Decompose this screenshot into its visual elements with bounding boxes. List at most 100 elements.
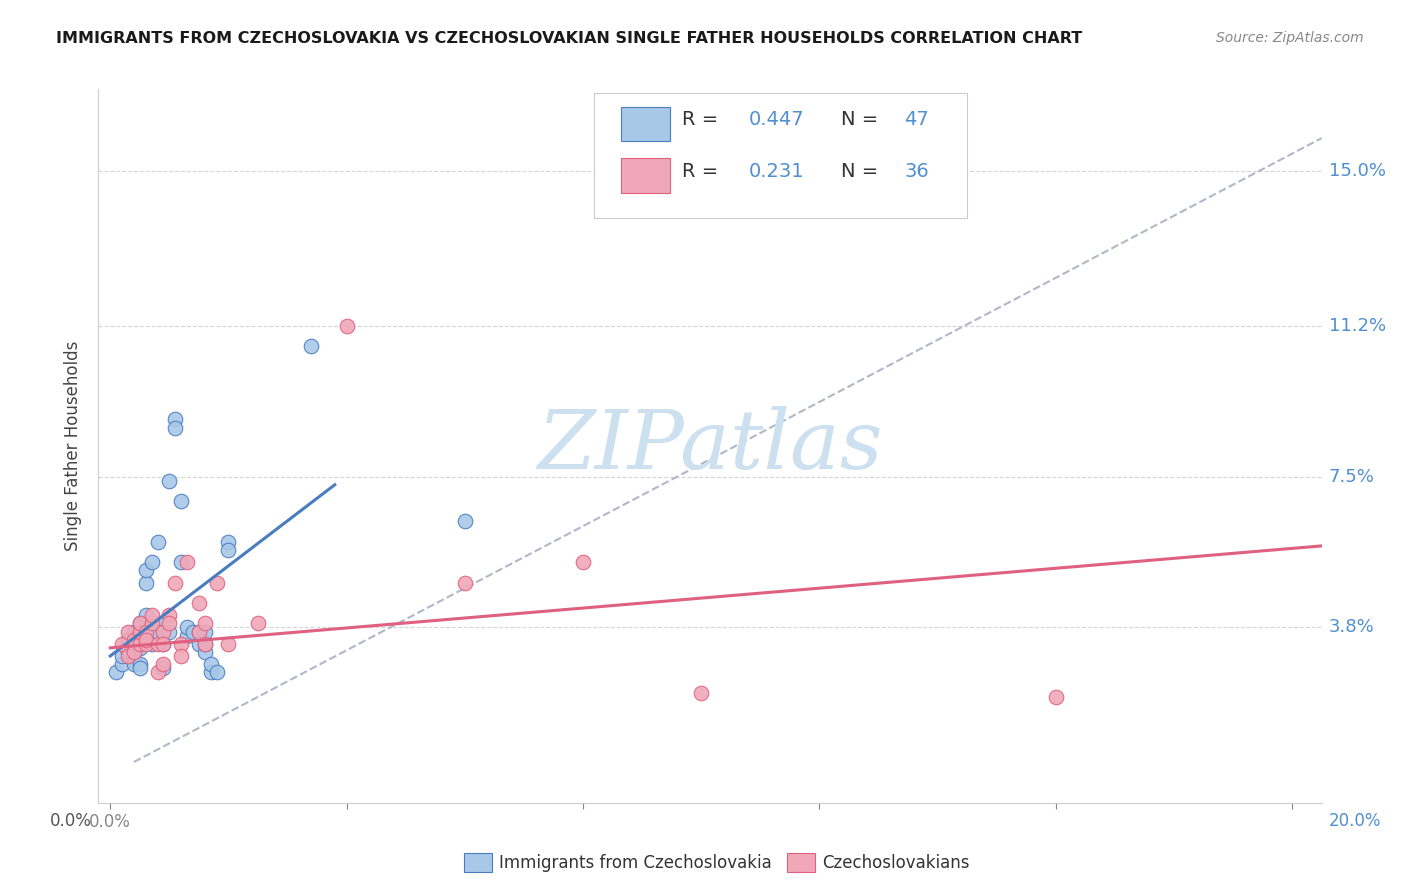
Point	[157, 616, 180, 631]
Text: 36: 36	[904, 161, 929, 181]
Point	[122, 645, 145, 659]
Text: Czechoslovakians: Czechoslovakians	[823, 854, 970, 871]
Point	[205, 665, 228, 680]
Point	[176, 629, 198, 643]
Point	[246, 616, 269, 631]
Point	[176, 555, 198, 569]
Text: 20.0%: 20.0%	[1329, 812, 1381, 830]
Text: 11.2%: 11.2%	[1329, 317, 1386, 334]
Point	[122, 657, 145, 672]
Point	[194, 624, 217, 639]
Text: 15.0%: 15.0%	[1329, 161, 1386, 180]
Point	[141, 608, 163, 623]
Point	[217, 637, 239, 651]
Point	[157, 624, 180, 639]
FancyBboxPatch shape	[620, 159, 669, 193]
Point	[170, 637, 193, 651]
Point	[122, 653, 145, 667]
Point	[117, 648, 139, 663]
Y-axis label: Single Father Households: Single Father Households	[65, 341, 83, 551]
Point	[128, 616, 150, 631]
Text: IMMIGRANTS FROM CZECHOSLOVAKIA VS CZECHOSLOVAKIAN SINGLE FATHER HOUSEHOLDS CORRE: IMMIGRANTS FROM CZECHOSLOVAKIA VS CZECHO…	[56, 31, 1083, 46]
Point	[200, 657, 222, 672]
Point	[181, 624, 204, 639]
Point	[157, 608, 180, 623]
Point	[122, 637, 145, 651]
Point	[117, 632, 139, 647]
Point	[336, 318, 359, 333]
FancyBboxPatch shape	[620, 107, 669, 141]
Point	[128, 637, 150, 651]
Point	[117, 637, 139, 651]
Point	[205, 575, 228, 590]
Point	[135, 563, 157, 577]
Point	[128, 661, 150, 675]
Text: N =: N =	[841, 161, 884, 181]
Point	[122, 632, 145, 647]
Point	[111, 648, 134, 663]
Point	[152, 624, 174, 639]
Point	[141, 637, 163, 651]
Text: R =: R =	[682, 161, 724, 181]
Point	[690, 686, 713, 700]
Point	[111, 637, 134, 651]
Point	[152, 637, 174, 651]
Point	[217, 543, 239, 558]
Point	[128, 616, 150, 631]
Point	[128, 624, 150, 639]
Point	[105, 665, 128, 680]
Point	[135, 632, 157, 647]
Point	[146, 637, 169, 651]
Point	[152, 637, 174, 651]
Point	[187, 624, 209, 639]
Point	[117, 624, 139, 639]
Point	[152, 657, 174, 672]
Point	[122, 624, 145, 639]
Point	[165, 575, 187, 590]
Point	[217, 534, 239, 549]
Text: Source: ZipAtlas.com: Source: ZipAtlas.com	[1216, 31, 1364, 45]
Point	[135, 624, 157, 639]
Point	[165, 420, 187, 434]
Point	[128, 640, 150, 655]
Point	[454, 575, 477, 590]
Point	[146, 616, 169, 631]
Point	[146, 534, 169, 549]
Point	[135, 575, 157, 590]
Point	[170, 555, 193, 569]
Point	[454, 515, 477, 529]
Text: R =: R =	[682, 111, 724, 129]
Point	[194, 637, 217, 651]
Point	[299, 339, 322, 353]
Point	[146, 665, 169, 680]
FancyBboxPatch shape	[593, 93, 967, 218]
Point	[1045, 690, 1067, 704]
Text: 47: 47	[904, 111, 929, 129]
Text: 3.8%: 3.8%	[1329, 618, 1375, 637]
Text: 0.0%: 0.0%	[49, 812, 91, 830]
Point	[170, 494, 193, 508]
Point	[141, 624, 163, 639]
Point	[187, 637, 209, 651]
Point	[128, 657, 150, 672]
Point	[200, 665, 222, 680]
Point	[146, 624, 169, 639]
Point	[152, 661, 174, 675]
Point	[187, 596, 209, 610]
Point	[572, 555, 595, 569]
Point	[135, 637, 157, 651]
Text: ZIPatlas: ZIPatlas	[537, 406, 883, 486]
Point	[135, 608, 157, 623]
Point	[117, 645, 139, 659]
Point	[157, 474, 180, 488]
Point	[194, 637, 217, 651]
Point	[135, 624, 157, 639]
Point	[165, 412, 187, 426]
Point	[187, 624, 209, 639]
Point	[176, 620, 198, 634]
Point	[194, 645, 217, 659]
Point	[111, 657, 134, 672]
Text: 0.447: 0.447	[749, 111, 804, 129]
Text: 7.5%: 7.5%	[1329, 467, 1375, 485]
Point	[194, 616, 217, 631]
